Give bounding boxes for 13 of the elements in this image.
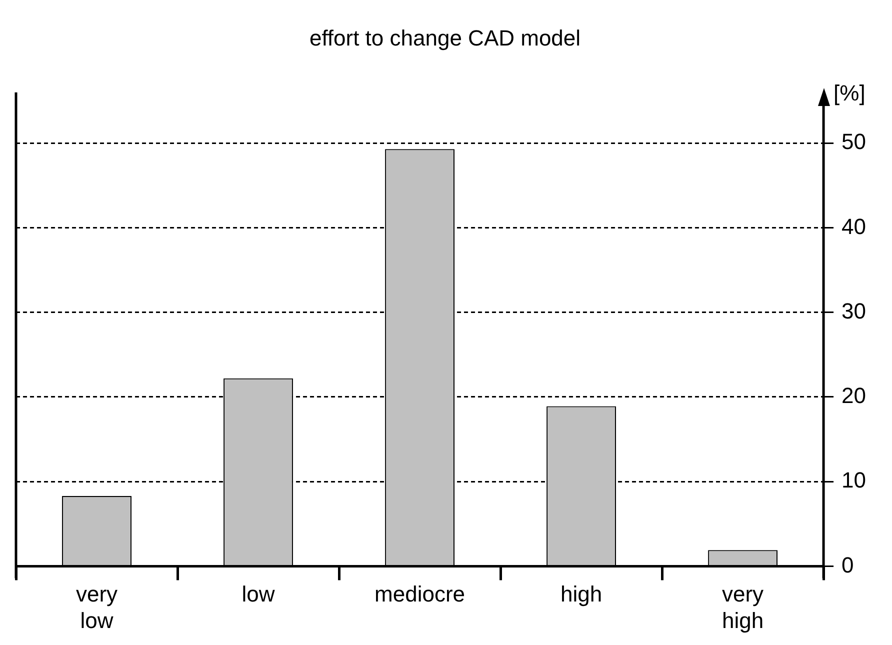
y-tick-label: 50 bbox=[842, 129, 866, 154]
x-tick-label: very low bbox=[76, 581, 118, 633]
x-tick-label: very high bbox=[722, 581, 764, 633]
x-tick-label: high bbox=[560, 581, 602, 606]
y-tick-label: 10 bbox=[842, 468, 866, 493]
y-tick-label: 20 bbox=[842, 383, 866, 408]
y-tick-label: 0 bbox=[842, 552, 854, 578]
x-tick-label: low bbox=[242, 581, 275, 606]
y-tick-label: 40 bbox=[842, 214, 866, 239]
x-tick-label: mediocre bbox=[374, 581, 466, 606]
y-axis-title: [%] bbox=[834, 80, 866, 106]
y-tick-label: 30 bbox=[842, 298, 866, 324]
chart-title: effort to change CAD model bbox=[309, 25, 581, 50]
